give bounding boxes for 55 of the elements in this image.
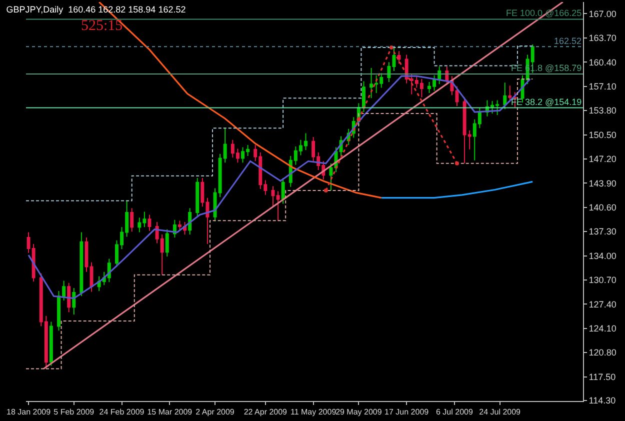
point xyxy=(356,117,361,122)
candlestick xyxy=(84,236,88,272)
y-tick-label: 137.30 xyxy=(588,226,616,237)
y-tick-label: 163.70 xyxy=(588,33,616,44)
x-tick-label: 29 May 2009 xyxy=(336,408,382,417)
y-tick-label: 150.50 xyxy=(588,130,616,140)
ref-line-label: FE 100.0 @166.25 xyxy=(506,8,582,18)
x-tick-label: 2 Apr 2009 xyxy=(196,408,235,417)
x-tick-label: 15 Mar 2009 xyxy=(147,408,193,417)
y-tick-label: 134.00 xyxy=(588,250,616,261)
y-tick-label: 143.90 xyxy=(588,178,616,188)
candlestick xyxy=(276,190,280,222)
y-tick-label: 147.20 xyxy=(588,154,616,164)
candlestick xyxy=(67,282,71,313)
x-tick-label: 17 Jun 2009 xyxy=(384,408,430,417)
x-tick-label: 11 May 2009 xyxy=(290,408,337,417)
x-tick-label: 18 Jan 2009 xyxy=(6,408,52,417)
line-series xyxy=(380,180,534,199)
y-tick-label: 153.80 xyxy=(588,106,616,116)
x-tick-label: 24 Jul 2009 xyxy=(479,408,522,417)
x-tick-label: 24 Feb 2009 xyxy=(99,408,145,417)
point xyxy=(389,45,394,50)
point xyxy=(324,188,328,192)
candlestick xyxy=(397,50,401,64)
ref-line-label: 162.52 xyxy=(554,36,582,46)
y-tick-label: 124.10 xyxy=(588,324,616,334)
point xyxy=(454,161,459,166)
candlestick xyxy=(72,288,76,315)
y-tick-label: 117.50 xyxy=(588,372,616,382)
candlestick xyxy=(281,178,285,204)
candlestick xyxy=(90,262,94,292)
candlestick xyxy=(165,228,169,258)
candlestick xyxy=(80,232,84,297)
candlestick xyxy=(196,178,200,218)
candlestick xyxy=(130,208,134,232)
x-tick-label: 22 Apr 2009 xyxy=(244,408,288,417)
y-tick-label: 114.30 xyxy=(588,395,616,406)
candlestick xyxy=(508,85,512,102)
candlestick xyxy=(188,208,192,236)
x-tick-label: 5 Feb 2009 xyxy=(54,408,95,417)
y-tick-label: 120.80 xyxy=(588,348,616,358)
y-tick-label: 167.00 xyxy=(588,8,616,19)
y-tick-label: 157.10 xyxy=(588,82,616,92)
candlestick xyxy=(503,82,507,110)
y-tick-label: 160.40 xyxy=(588,57,616,68)
y-tick-label: 140.60 xyxy=(588,202,616,213)
candlestick xyxy=(329,162,333,191)
x-tick-label: 6 Jul 2009 xyxy=(436,408,474,417)
y-tick-label: 127.40 xyxy=(588,299,616,310)
candlestick xyxy=(148,214,152,232)
y-tick-label: 130.70 xyxy=(588,275,616,286)
candlestick xyxy=(49,321,53,366)
candlestick xyxy=(271,186,275,208)
candlestick xyxy=(362,80,366,113)
annotation: 525:15 xyxy=(81,18,123,34)
